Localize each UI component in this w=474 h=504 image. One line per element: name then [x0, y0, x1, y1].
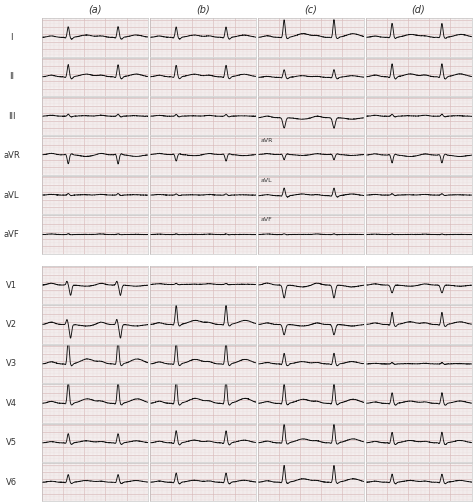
Text: I: I: [10, 33, 13, 42]
Text: aVR: aVR: [3, 151, 20, 160]
Text: III: III: [8, 112, 16, 121]
Text: aVF: aVF: [4, 230, 19, 239]
Text: aVL: aVL: [4, 191, 19, 200]
Text: V4: V4: [6, 399, 17, 408]
Text: (d): (d): [412, 4, 426, 14]
Text: (b): (b): [196, 4, 210, 14]
Text: V5: V5: [6, 438, 17, 448]
Text: V6: V6: [6, 478, 17, 487]
Text: (c): (c): [304, 4, 317, 14]
Text: aVF: aVF: [261, 217, 273, 222]
Text: aVL: aVL: [261, 178, 273, 183]
Text: V3: V3: [6, 359, 17, 368]
Text: (a): (a): [88, 4, 101, 14]
Text: II: II: [9, 72, 14, 81]
Text: V1: V1: [6, 281, 17, 290]
Text: aVR: aVR: [261, 139, 273, 143]
Text: V2: V2: [6, 320, 17, 329]
